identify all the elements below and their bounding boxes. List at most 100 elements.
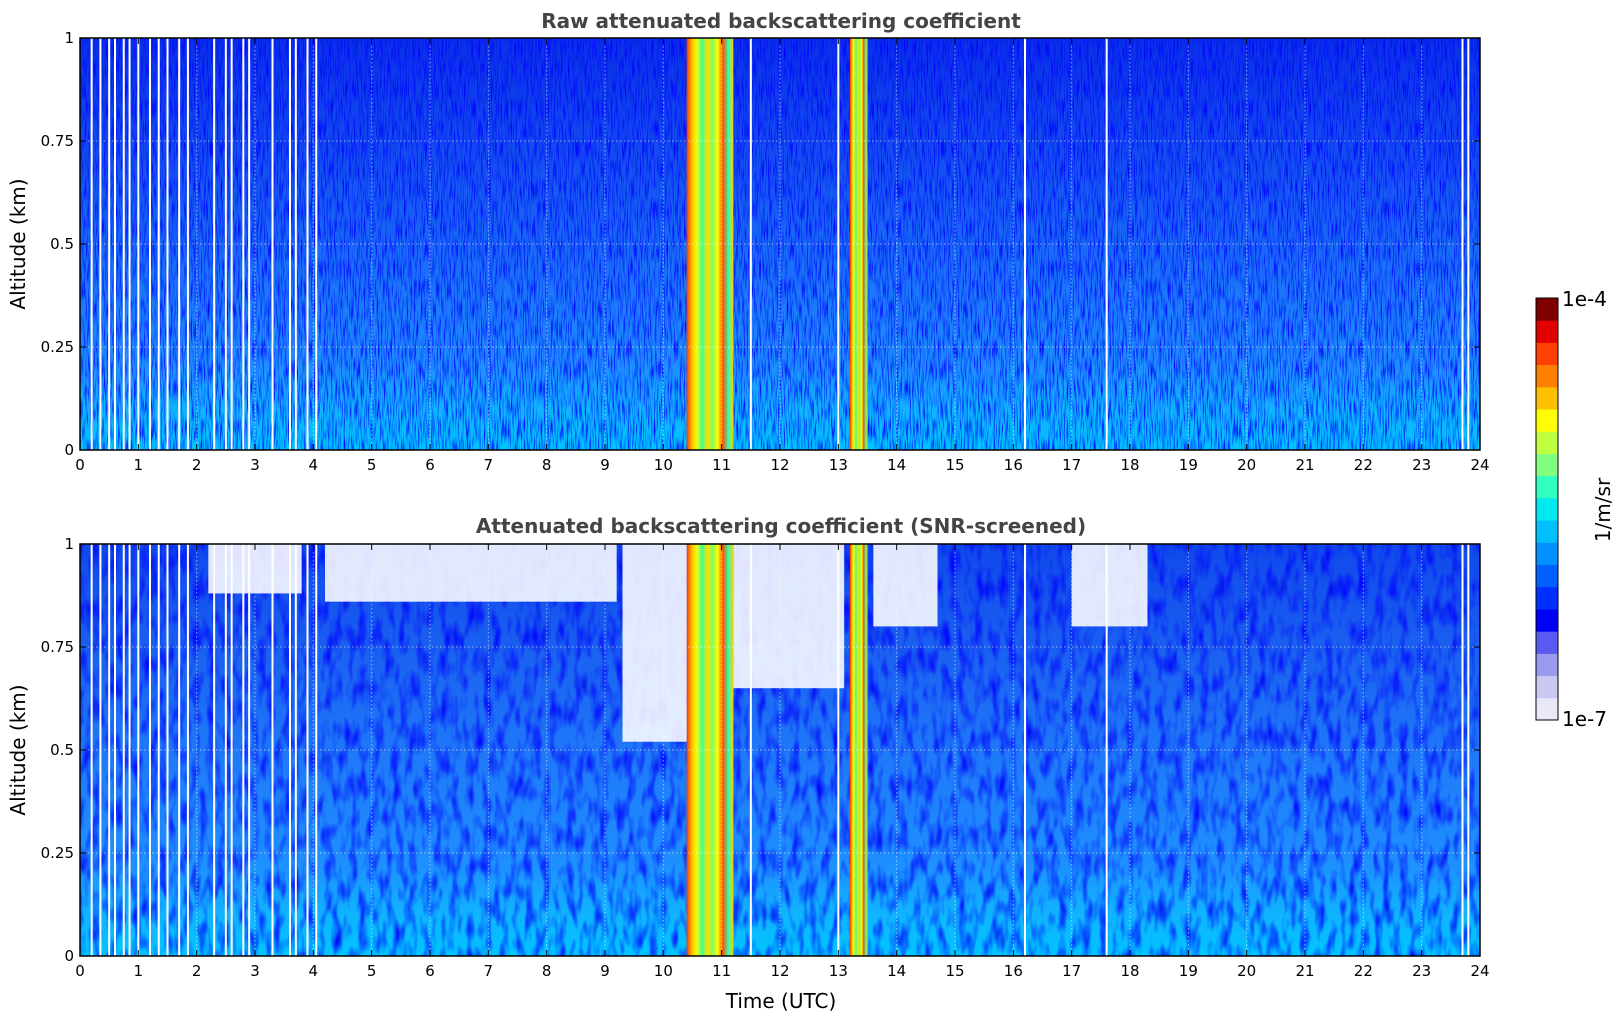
x-tick-label: 0: [75, 456, 85, 474]
colorbar-swatch: [1536, 386, 1558, 410]
x-tick-label: 10: [654, 962, 673, 980]
x-tick-label: 24: [1470, 456, 1489, 474]
grid: [80, 544, 1480, 956]
y-tick-label: 0.75: [41, 132, 74, 150]
x-tick-label: 9: [600, 456, 610, 474]
y-axis: 0 0.25 0.5 0.75 1: [41, 29, 1480, 459]
colorbar-swatch: [1536, 497, 1558, 521]
y-tick-label: 0.5: [50, 235, 74, 253]
grid: [80, 38, 1480, 450]
data-gap-line: [122, 38, 125, 450]
x-tick-label: 19: [1179, 456, 1198, 474]
data-gap-line: [186, 544, 189, 956]
data-gap-line: [137, 38, 140, 450]
x-tick-label: 12: [770, 456, 789, 474]
colorbar-scale: [1536, 298, 1558, 721]
colorbar: 1e-4 1e-7 1/m/sr: [1535, 287, 1615, 731]
colorbar-swatch: [1536, 431, 1558, 454]
data-gap-line: [114, 544, 116, 956]
y-tick-label: 1: [64, 29, 74, 47]
colorbar-swatch: [1536, 453, 1558, 477]
colorbar-swatch: [1536, 520, 1558, 543]
data-gap-line: [213, 38, 216, 450]
data-gap-line: [289, 544, 291, 956]
x-tick-label: 1: [134, 962, 144, 980]
data-gap-line: [749, 544, 752, 956]
x-tick-label: 6: [425, 962, 435, 980]
x-tick-label: 10: [654, 456, 673, 474]
data-gap-line: [166, 544, 169, 956]
data-gap-line: [224, 38, 227, 450]
x-tick-label: 13: [829, 962, 848, 980]
high-backscatter-band: [686, 544, 734, 956]
x-tick-label: 8: [542, 456, 552, 474]
data-gap-line: [149, 38, 151, 450]
data-gap-line: [242, 38, 245, 450]
screened-out-region: [1071, 544, 1148, 627]
colorbar-max-label: 1e-4: [1562, 287, 1607, 311]
x-tick-label: 19: [1179, 962, 1198, 980]
x-tick-label: 16: [1004, 962, 1023, 980]
high-backscatter-band: [850, 38, 868, 450]
x-tick-label: 2: [192, 962, 202, 980]
data-gap-line: [166, 38, 169, 450]
panel-title: Attenuated backscattering coefficient (S…: [476, 514, 1086, 538]
x-tick-label: 23: [1412, 456, 1431, 474]
colorbar-swatch: [1536, 586, 1558, 610]
data-gap-line: [137, 544, 140, 956]
x-tick-label: 14: [887, 456, 906, 474]
data-gap-line: [294, 38, 297, 450]
x-tick-label: 5: [367, 962, 377, 980]
x-axis: 0 1 2 3 4 5 6 7 8 9 10 11 12 13 14 15 16 17 18 19 20 21 22 23 24: [75, 38, 1490, 474]
colorbar-swatch: [1536, 342, 1558, 366]
panel-snr-screened: Attenuated backscattering coefficient (S…: [6, 514, 1490, 1013]
data-gap-line: [90, 544, 93, 956]
data-gap-line: [749, 38, 752, 450]
data-gap-line: [230, 38, 233, 450]
high-backscatter-band: [850, 544, 868, 956]
x-tick-label: 1: [134, 456, 144, 474]
y-tick-label: 0.75: [41, 638, 74, 656]
screened-out-region: [325, 544, 617, 602]
x-tick-label: 16: [1004, 456, 1023, 474]
screened-out-region: [622, 544, 687, 742]
data-gap-line: [128, 544, 131, 956]
data-gap-line: [128, 38, 131, 450]
x-tick-label: 17: [1062, 456, 1081, 474]
y-tick-label: 0: [64, 441, 74, 459]
x-tick-label: 18: [1120, 962, 1139, 980]
x-tick-label: 17: [1062, 962, 1081, 980]
colorbar-swatch: [1536, 675, 1558, 699]
x-tick-label: 12: [770, 962, 789, 980]
x-tick-label: 8: [542, 962, 552, 980]
x-tick-label: 6: [425, 456, 435, 474]
x-tick-label: 5: [367, 456, 377, 474]
data-gap-line: [294, 544, 297, 956]
colorbar-min-label: 1e-7: [1562, 707, 1607, 731]
data-gap-line: [122, 544, 125, 956]
x-tick-label: 21: [1295, 456, 1314, 474]
x-tick-label: 23: [1412, 962, 1431, 980]
x-tick-label: 22: [1354, 962, 1373, 980]
x-tick-label: 3: [250, 456, 260, 474]
data-gap-line: [186, 38, 189, 450]
data-gap-line: [213, 544, 216, 956]
x-tick-label: 0: [75, 962, 85, 980]
data-gap-line: [230, 544, 233, 956]
data-gap-line: [1461, 544, 1464, 956]
x-tick-label: 3: [250, 962, 260, 980]
x-tick-label: 4: [309, 456, 319, 474]
data-gap-line: [242, 544, 245, 956]
data-gap-line: [306, 544, 309, 956]
colorbar-swatch: [1536, 542, 1558, 566]
data-gap-line: [306, 38, 309, 450]
data-gap-line: [1105, 544, 1108, 956]
y-tick-label: 0.25: [41, 338, 74, 356]
data-gap-line: [837, 38, 840, 450]
colorbar-swatch: [1536, 608, 1558, 632]
data-gap-line: [837, 544, 840, 956]
colorbar-swatch: [1536, 697, 1558, 721]
data-gap-line: [1461, 38, 1464, 450]
x-tick-label: 13: [829, 456, 848, 474]
y-axis: 0 0.25 0.5 0.75 1: [41, 535, 1480, 965]
